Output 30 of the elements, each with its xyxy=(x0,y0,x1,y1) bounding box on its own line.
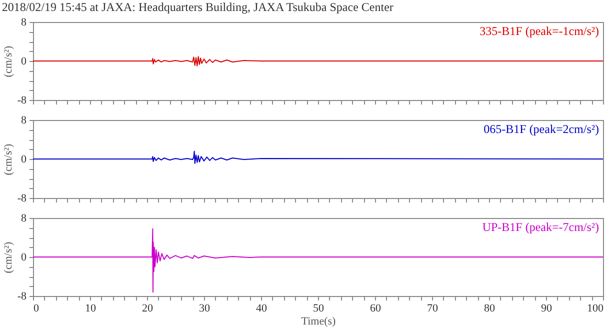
x-tick-label: 30 xyxy=(199,302,210,314)
x-tick-label: 100 xyxy=(587,302,604,314)
annotation: 335-B1F (peak=-1cm/s²) xyxy=(480,24,600,38)
x-tick-label: 20 xyxy=(142,302,154,314)
annotation: UP-B1F (peak=-7cm/s²) xyxy=(482,220,599,234)
y-axis-title: (cm/s²) xyxy=(2,45,14,78)
y-tick-label: 0 xyxy=(21,154,27,166)
chart-title: 2018/02/19 15:45 at JAXA: Headquarters Building, JAXA Tsukuba Space Center xyxy=(2,0,394,14)
y-tick-label: 0 xyxy=(21,252,27,264)
x-tick-label: 80 xyxy=(484,302,496,314)
y-tick-label: -8 xyxy=(17,94,27,106)
x-tick-label: 0 xyxy=(34,302,40,314)
x-tick-label: 10 xyxy=(85,302,96,314)
y-tick-label: 0 xyxy=(21,56,27,68)
x-tick-label: 70 xyxy=(427,302,438,314)
y-tick-label: -8 xyxy=(17,290,27,302)
y-axis-title: (cm/s²) xyxy=(2,143,14,176)
line-series xyxy=(33,150,603,164)
y-axis-title: (cm/s²) xyxy=(2,241,14,274)
x-tick-label: 50 xyxy=(313,302,324,314)
x-axis-title: Time(s) xyxy=(301,316,336,328)
y-tick-label: 8 xyxy=(21,114,27,126)
y-tick-label: 8 xyxy=(21,16,27,28)
y-tick-label: 8 xyxy=(21,212,27,224)
x-tick-label: 90 xyxy=(541,302,552,314)
line-series xyxy=(33,56,603,66)
x-tick-label: 40 xyxy=(256,302,268,314)
x-tick-label: 60 xyxy=(370,302,382,314)
y-tick-label: -8 xyxy=(17,192,27,204)
annotation: 065-B1F (peak=2cm/s²) xyxy=(484,122,599,136)
